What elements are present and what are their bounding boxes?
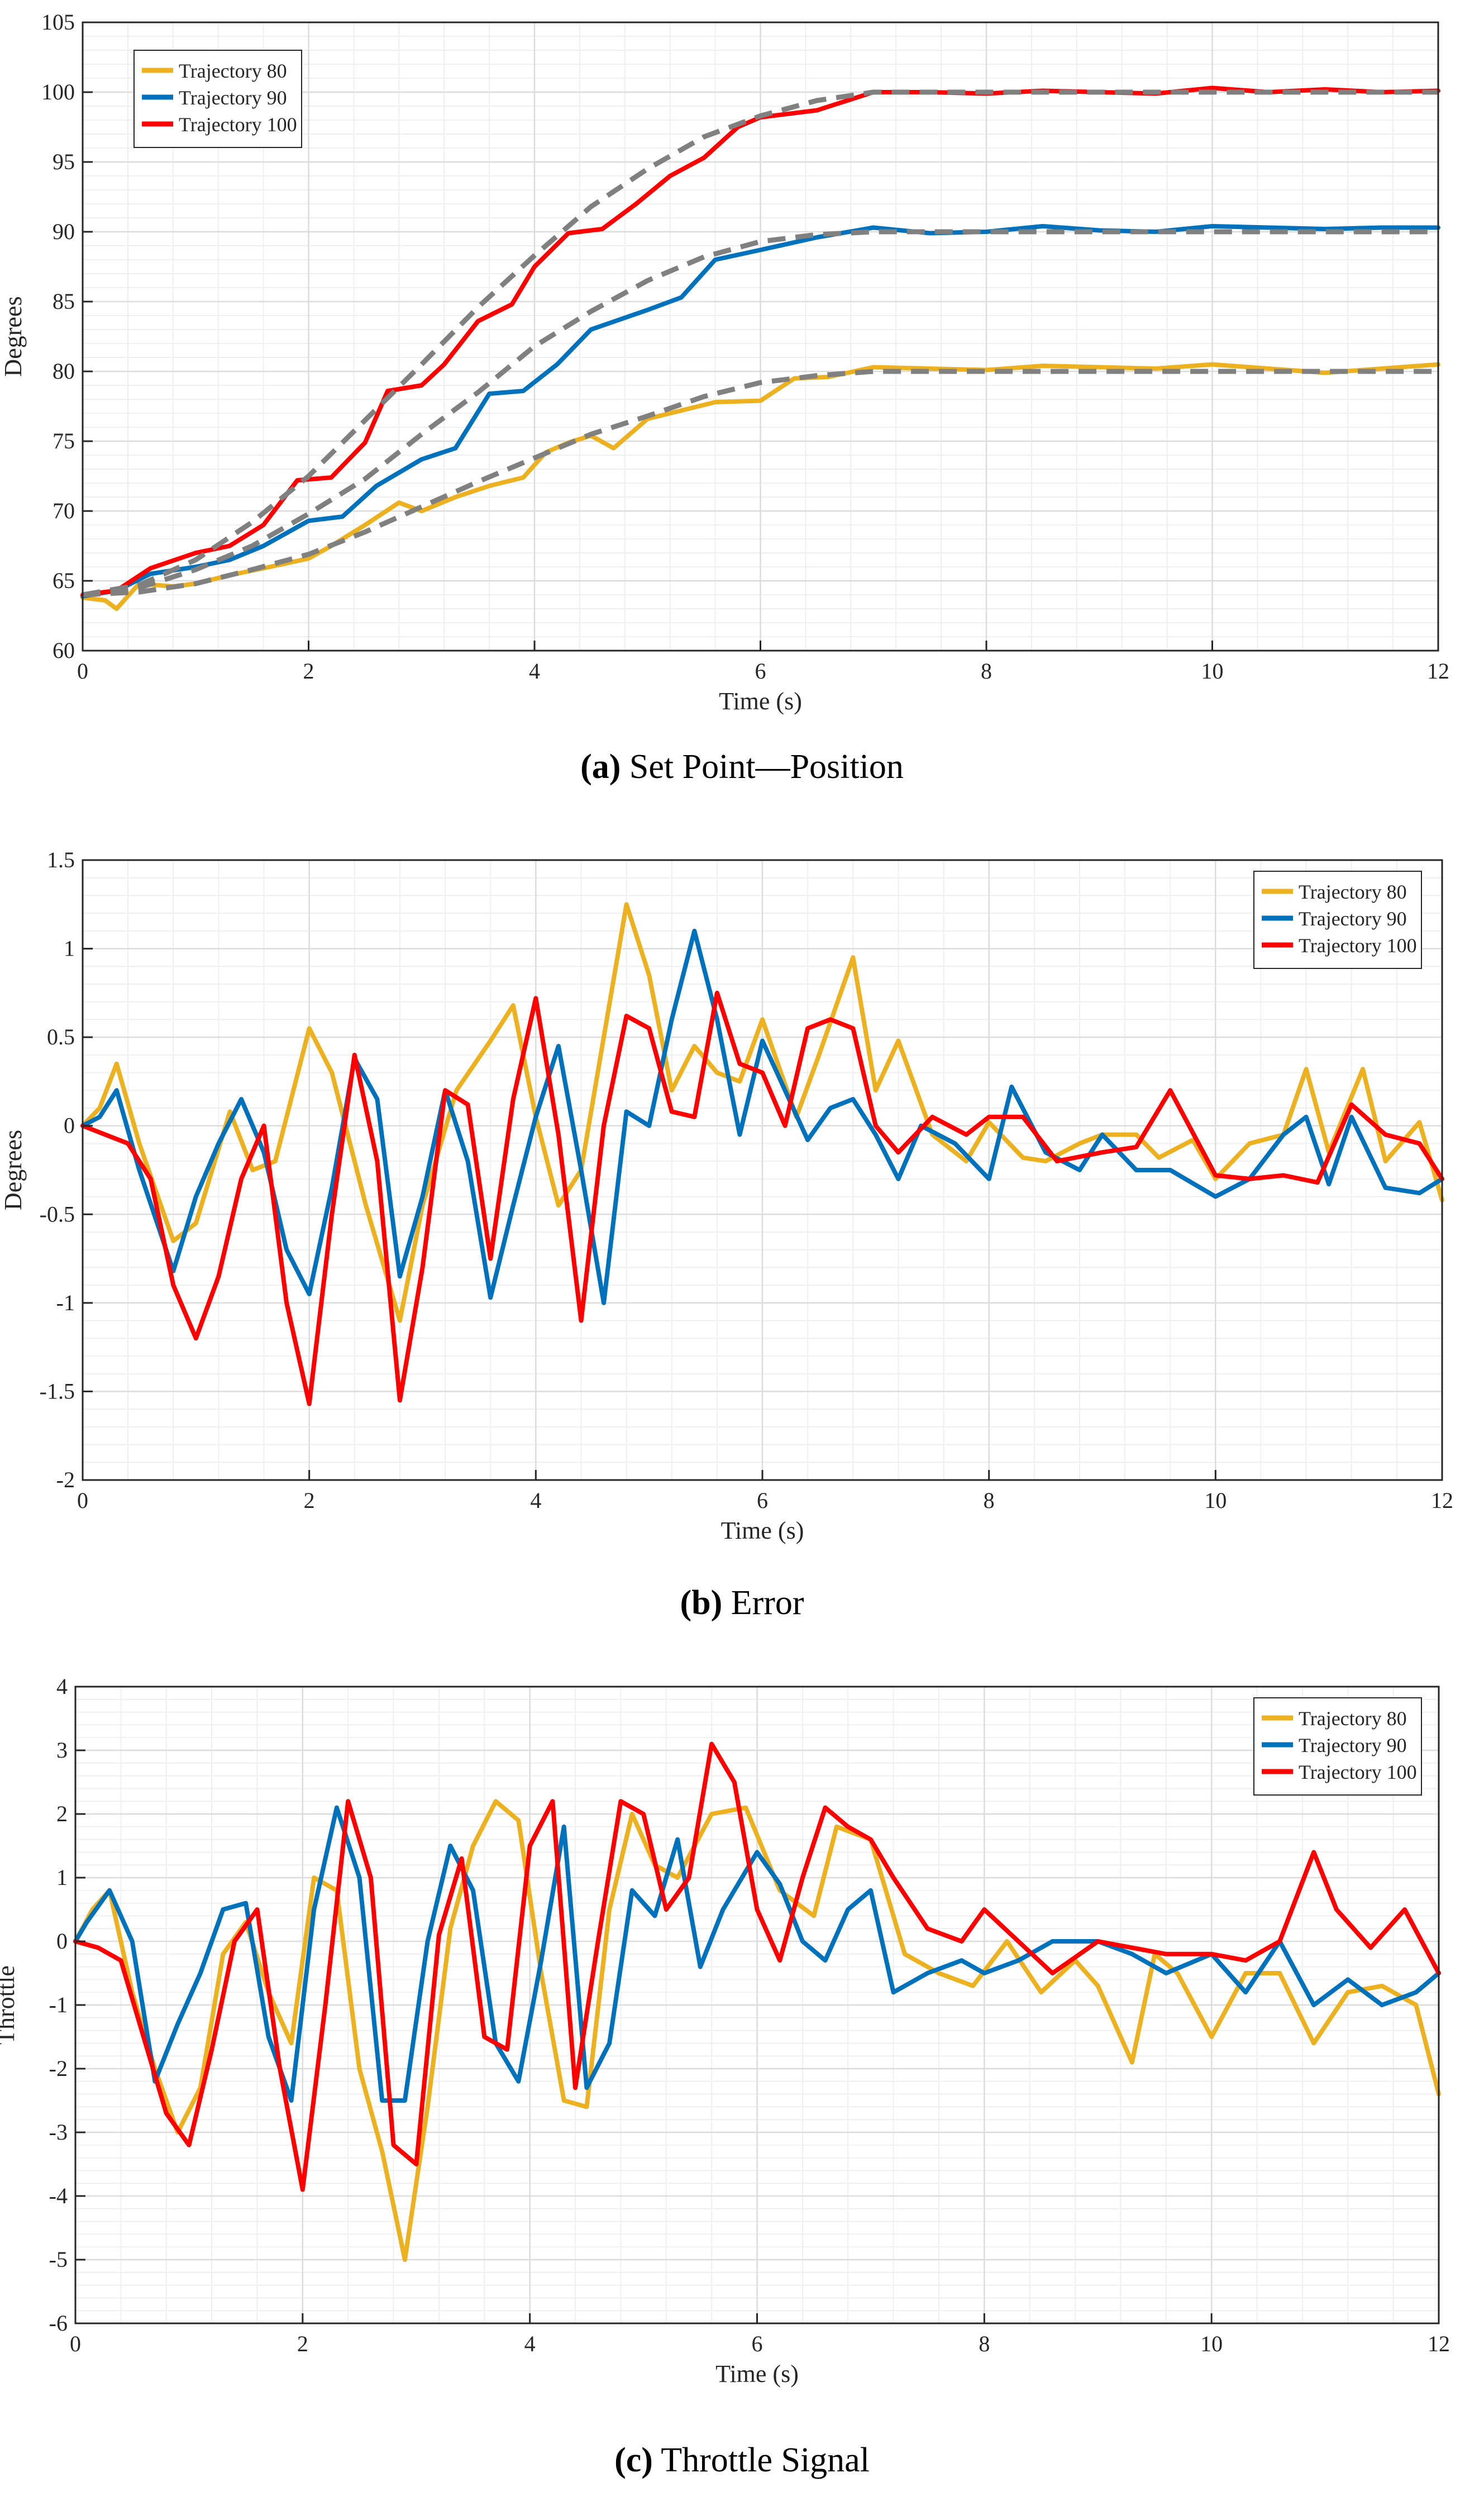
caption-b-text: Error: [722, 1584, 804, 1622]
y-tick-label: -4: [49, 2183, 68, 2208]
x-tick-label: 6: [757, 1488, 768, 1513]
grid: [82, 21, 1439, 652]
grid: [82, 859, 1443, 1481]
y-tick-label: 2: [56, 1801, 68, 1826]
x-tick-label: 0: [77, 1488, 88, 1513]
y-axis-label: Degrees: [0, 296, 27, 376]
y-tick-label: -1.5: [40, 1378, 75, 1404]
legend-label: Trajectory 80: [179, 60, 287, 82]
x-tick-label: 8: [981, 658, 992, 684]
y-tick-label: -1: [56, 1290, 75, 1315]
y-tick-label: -3: [49, 2119, 68, 2145]
x-tick-label: 4: [524, 2331, 536, 2356]
x-tick-label: 8: [984, 1488, 995, 1513]
legend-label: Trajectory 80: [1299, 881, 1407, 903]
y-tick-label: 80: [53, 359, 75, 384]
y-tick-label: 1.5: [47, 847, 75, 872]
legend-label: Trajectory 100: [1299, 934, 1417, 957]
y-tick-label: 0: [56, 1928, 68, 1954]
x-tick-label: 12: [1427, 658, 1449, 684]
y-tick-label: -1: [49, 1992, 68, 2017]
x-tick-label: 2: [297, 2331, 308, 2356]
y-tick-label: -2: [56, 1467, 75, 1492]
y-tick-label: 65: [53, 568, 75, 593]
y-tick-label: 3: [56, 1737, 68, 1763]
x-tick-label: 0: [70, 2331, 81, 2356]
x-axis-label: Time (s): [721, 1517, 804, 1544]
reference-trajectory-line: [82, 229, 1438, 598]
caption-a: (a) Set Point—Position: [0, 747, 1484, 787]
x-tick-label: 4: [530, 1488, 541, 1513]
x-tick-label: 2: [303, 658, 314, 684]
y-tick-label: 100: [41, 79, 75, 104]
legend-label: Trajectory 100: [179, 113, 297, 136]
error-chart: 0 2 4 6 8 10 12 -2 -1.5 -1 -0.5 0 0.5 1 1.5 Time (s) Deg…: [0, 847, 1453, 1544]
series-line: [80, 224, 1440, 599]
reference-trajectory-line: [82, 89, 1438, 598]
y-tick-label: -6: [49, 2310, 68, 2336]
legend-label: Trajectory 90: [1299, 1734, 1407, 1756]
position-chart: 0 2 4 6 8 10 12 60 65 70 75 80 85 90 95 100 105 Time (s) D…: [0, 9, 1449, 715]
x-tick-label: 4: [529, 658, 540, 684]
x-tick-label: 0: [77, 658, 88, 684]
x-tick-label: 6: [752, 2331, 763, 2356]
y-tick-label: -0.5: [40, 1201, 75, 1226]
x-tick-label: 10: [1204, 1488, 1227, 1513]
y-tick-label: 90: [53, 219, 75, 244]
y-tick-label: 1: [64, 936, 75, 961]
series-line: [80, 990, 1444, 1406]
series-line: [73, 1741, 1441, 2192]
caption-b: (b) Error: [0, 1583, 1484, 1623]
reference-trajectory-line: [82, 369, 1438, 598]
y-tick-label: 70: [53, 498, 75, 523]
caption-c-text: Throttle Signal: [652, 2441, 870, 2479]
x-axis-label: Time (s): [719, 688, 802, 715]
y-tick-label: 1: [56, 1865, 68, 1890]
tick-labels: 0 2 4 6 8 10 12 -2 -1.5 -1 -0.5 0 0.5 1 1.5: [40, 847, 1453, 1513]
series-line: [80, 928, 1444, 1305]
x-tick-label: 2: [304, 1488, 315, 1513]
y-axis-label: Degrees: [0, 1130, 27, 1210]
y-tick-label: 75: [53, 428, 75, 453]
legend-label: Trajectory 80: [1299, 1707, 1407, 1730]
series-group: [73, 1741, 1441, 2262]
y-tick-label: 0.5: [47, 1024, 75, 1049]
caption-b-label: (b): [680, 1584, 723, 1622]
x-tick-label: 12: [1428, 2331, 1450, 2356]
legend-label: Trajectory 100: [1299, 1761, 1417, 1783]
x-tick-label: 10: [1201, 658, 1224, 684]
legend-label: Trajectory 90: [179, 87, 287, 109]
caption-c: (c) Throttle Signal: [0, 2441, 1484, 2480]
y-tick-label: 95: [53, 149, 75, 174]
y-tick-label: 105: [41, 9, 75, 35]
x-tick-label: 12: [1431, 1488, 1453, 1513]
y-tick-label: 4: [56, 1674, 68, 1699]
series-group: [80, 902, 1444, 1406]
legend: Trajectory 80 Trajectory 90 Trajectory 100: [133, 50, 302, 148]
legend-label: Trajectory 90: [1299, 908, 1407, 930]
x-tick-label: 10: [1200, 2331, 1223, 2356]
series-group: [80, 85, 1440, 611]
caption-a-text: Set Point—Position: [621, 748, 904, 786]
legend: Trajectory 80 Trajectory 90 Trajectory 100: [1253, 1697, 1422, 1796]
x-axis-label: Time (s): [715, 2360, 799, 2388]
y-tick-label: 85: [53, 289, 75, 314]
caption-a-label: (a): [580, 748, 621, 786]
legend: Trajectory 80 Trajectory 90 Trajectory 100: [1253, 871, 1422, 969]
y-tick-label: 0: [64, 1113, 75, 1138]
tick-labels: 0 2 4 6 8 10 12 60 65 70 75 80 85 90 95 100 105: [41, 9, 1449, 684]
x-tick-label: 6: [755, 658, 766, 684]
series-line: [73, 1805, 1441, 2103]
x-tick-label: 8: [979, 2331, 990, 2356]
caption-c-label: (c): [614, 2441, 653, 2479]
y-tick-label: 60: [53, 638, 75, 663]
y-tick-label: -2: [49, 2056, 68, 2081]
y-axis-label: Throttle: [0, 1965, 20, 2045]
y-tick-label: -5: [49, 2247, 68, 2272]
